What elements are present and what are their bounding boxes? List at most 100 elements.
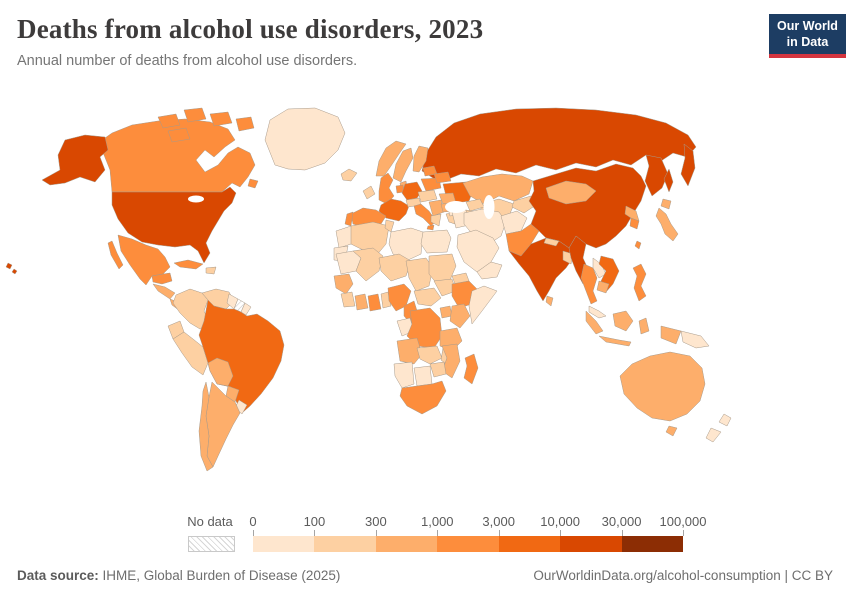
country-cambodia[interactable] [596,280,610,294]
country-sweden[interactable] [392,147,414,183]
country-new-zealand-south[interactable] [705,427,722,443]
legend-tick-label: 100,000 [659,514,707,529]
country-indonesia-papua[interactable] [660,325,682,345]
country-ireland[interactable] [362,185,376,200]
country-japan-hokkaido[interactable] [660,198,672,210]
country-germany[interactable] [401,181,423,201]
country-australia[interactable] [619,351,706,422]
country-cuba[interactable] [173,259,204,270]
country-hispaniola[interactable] [205,266,217,275]
country-egypt[interactable] [420,229,452,254]
legend-bin[interactable] [314,536,376,552]
country-poland[interactable] [420,177,442,192]
country-indonesia-sumatra[interactable] [585,310,604,335]
country-mali[interactable] [352,247,384,282]
country-japan-honshu[interactable] [655,207,679,242]
country-taiwan[interactable] [634,240,642,250]
legend-tick-label: 1,000 [421,514,454,529]
country-chad[interactable] [405,257,434,292]
country-indonesia-borneo[interactable] [612,310,634,332]
country-finland[interactable] [412,145,429,173]
country-south-korea[interactable] [629,217,640,230]
country-french-guiana[interactable] [240,302,252,316]
country-south-africa[interactable] [399,380,447,415]
country-portugal[interactable] [344,211,354,227]
country-russia-far-east[interactable] [644,154,669,197]
country-iceland[interactable] [340,168,358,182]
country-thailand[interactable] [580,263,598,305]
country-sri-lanka[interactable] [545,295,554,307]
legend-bin[interactable] [560,536,622,552]
country-indonesia-java[interactable] [598,335,632,347]
country-yemen-oman[interactable] [476,261,503,280]
legend-ticks [253,530,684,536]
country-senegal-guinea[interactable] [333,273,354,295]
country-belarus[interactable] [433,171,452,184]
legend-bin[interactable] [375,536,438,552]
country-usa[interactable] [111,186,237,264]
owid-logo-line1: Our World [777,19,838,33]
country-kamchatka[interactable] [680,143,696,187]
country-india[interactable] [508,237,574,302]
country-bolivia[interactable] [207,357,234,387]
country-uganda[interactable] [439,305,453,319]
legend-no-data-swatch[interactable] [188,536,235,552]
legend-tick-label: 0 [249,514,257,529]
legend-tick-label: 10,000 [540,514,581,529]
country-mongolia[interactable] [545,180,597,205]
legend-bin[interactable] [498,536,561,552]
country-malaysia[interactable] [588,305,607,319]
country-greenland[interactable] [264,107,346,171]
country-guatemala-honduras[interactable] [152,283,176,300]
country-arctic-3[interactable] [209,111,233,127]
legend-bin[interactable] [437,536,499,552]
country-czech-hungary[interactable] [417,189,438,203]
country-nepal[interactable] [543,237,560,247]
country-mozambique[interactable] [441,343,461,379]
country-angola[interactable] [396,337,423,365]
country-brazil[interactable] [198,299,285,414]
country-hawaii-2[interactable] [11,268,18,275]
country-somalia[interactable] [468,285,498,325]
country-new-zealand-north[interactable] [718,413,732,427]
country-sierra-liberia[interactable] [340,291,356,308]
country-afghanistan[interactable] [500,210,528,235]
country-canada[interactable] [97,118,256,193]
country-alaska[interactable] [41,134,109,186]
country-arctic-1[interactable] [157,113,181,129]
country-greece[interactable] [430,213,442,227]
country-zambia[interactable] [416,345,443,365]
legend-bin[interactable] [621,536,683,552]
country-namibia[interactable] [393,361,415,389]
country-china[interactable] [528,163,647,249]
country-norway[interactable] [375,140,407,177]
country-libya[interactable] [388,227,424,262]
country-uk[interactable] [378,172,395,205]
country-sakhalin[interactable] [663,168,674,193]
country-ivory-coast[interactable] [354,293,369,311]
country-arctic-2[interactable] [183,107,207,123]
country-baja[interactable] [107,240,124,270]
country-arctic-4[interactable] [235,116,255,132]
legend-tick [560,530,562,536]
country-central-african-republic[interactable] [413,287,442,307]
country-ghana[interactable] [367,293,382,312]
country-yucatan[interactable] [151,272,173,285]
country-hawaii[interactable] [5,262,13,270]
country-algeria[interactable] [350,221,390,257]
legend-bin[interactable] [253,536,315,552]
country-madagascar[interactable] [463,353,479,385]
country-chile[interactable] [198,381,214,472]
legend-tick-labels: 0 100 300 1,000 3,000 10,000 30,000 100,000 [249,514,706,530]
country-tasmania[interactable] [665,425,678,437]
country-papua-new-guinea[interactable] [680,330,710,349]
country-niger[interactable] [378,253,412,282]
country-arctic-5[interactable] [167,127,191,143]
country-newfoundland[interactable] [247,178,259,189]
country-indonesia-sulawesi[interactable] [638,317,650,335]
country-botswana[interactable] [413,365,433,387]
country-philippines[interactable] [632,263,647,302]
country-zimbabwe[interactable] [429,361,447,378]
country-sicily[interactable] [426,224,435,231]
country-kenya[interactable] [449,303,471,329]
